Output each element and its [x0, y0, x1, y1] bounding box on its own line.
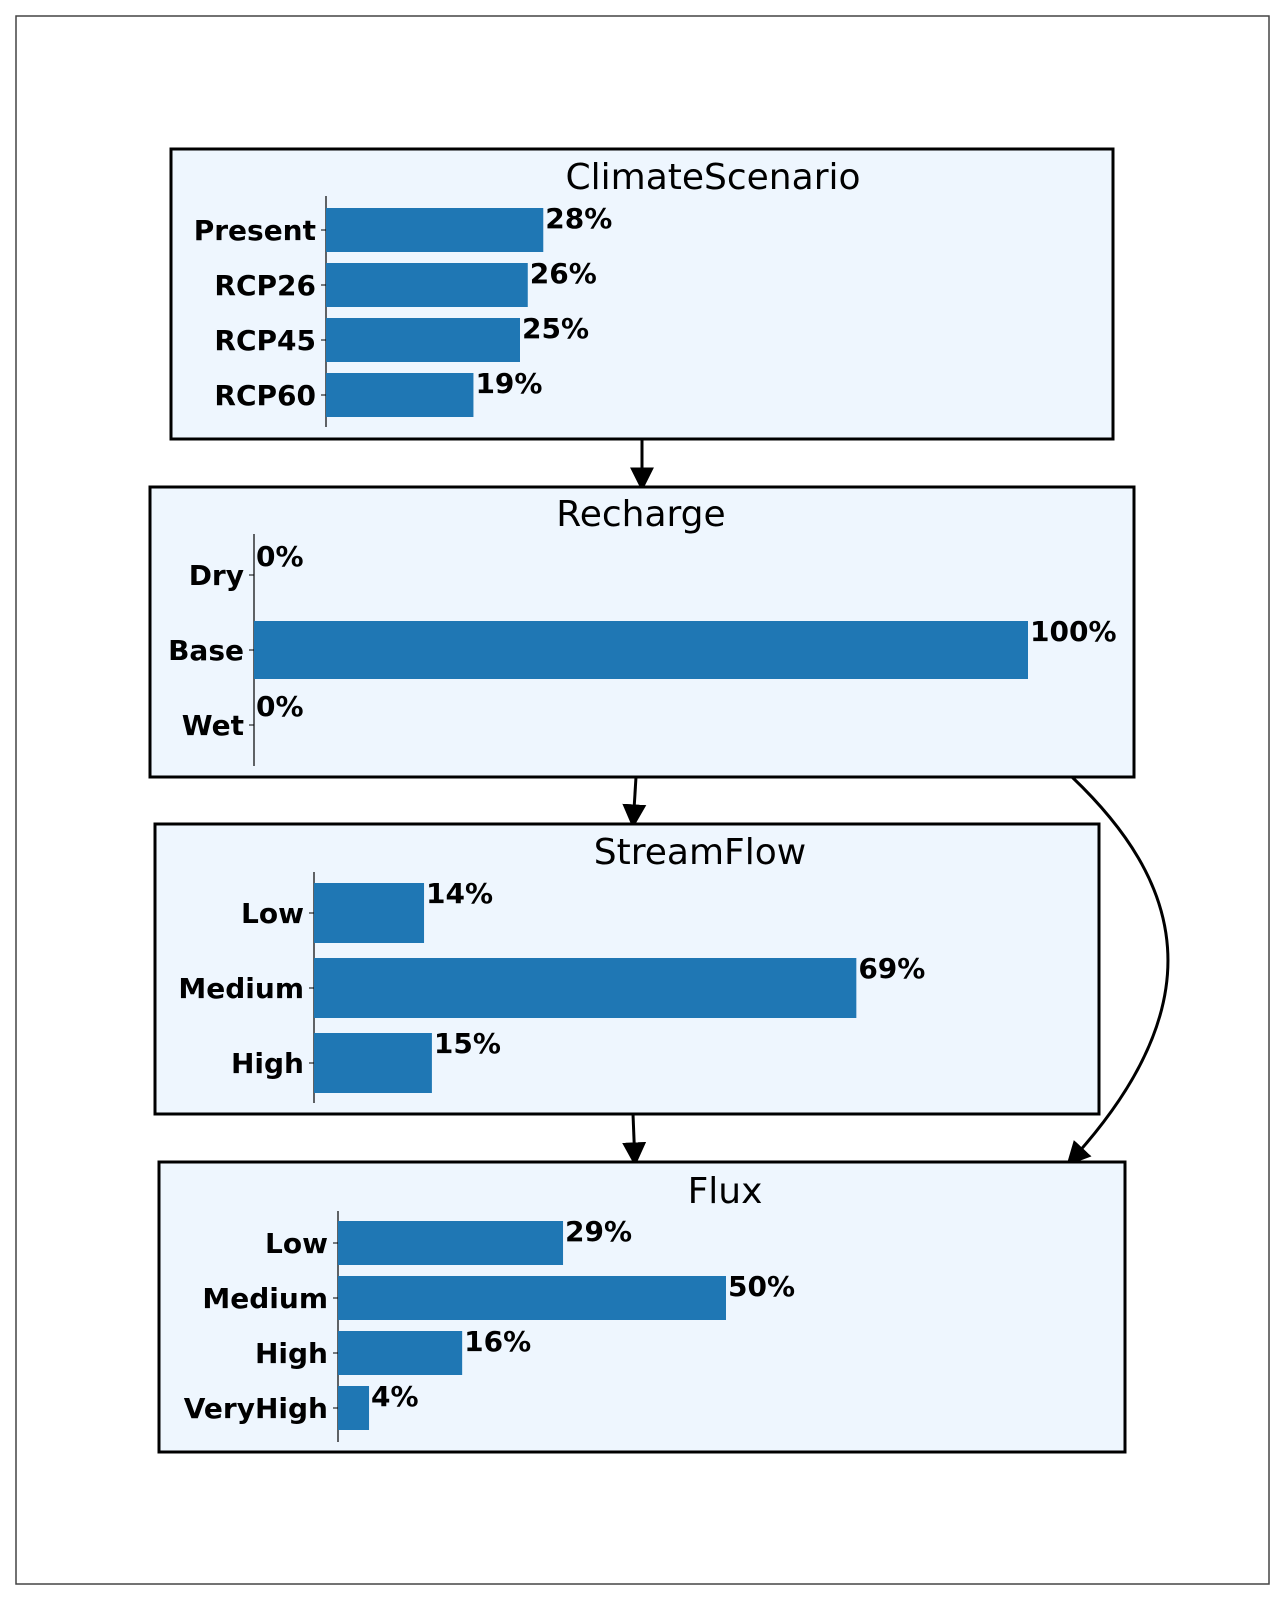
value-label: 100%: [1030, 615, 1117, 648]
state-label: RCP26: [214, 269, 316, 302]
bar-flux-high: [338, 1331, 463, 1375]
value-label: 0%: [256, 540, 304, 573]
bar-streamflow-low: [314, 883, 425, 943]
state-label: RCP60: [214, 379, 316, 412]
state-label: Low: [265, 1227, 328, 1260]
bar-flux-medium: [338, 1276, 726, 1320]
value-label: 25%: [522, 312, 589, 345]
value-label: 16%: [464, 1325, 531, 1358]
edge-recharge-to-flux: [1066, 775, 1170, 1166]
bar-climate-rcp26: [326, 263, 528, 307]
node-title: StreamFlow: [594, 832, 806, 873]
state-label: Low: [241, 897, 304, 930]
node-streamflow: StreamFlow Low 14% Medium 69% High 15%: [153, 822, 1101, 1116]
state-label: RCP45: [214, 324, 316, 357]
edge-recharge-to-streamflow: [622, 776, 647, 829]
state-label: Dry: [189, 559, 244, 592]
value-label: 26%: [530, 257, 597, 290]
outer-frame: [15, 15, 1270, 1585]
node-title: ClimateScenario: [565, 157, 860, 198]
bar-climate-present: [326, 208, 544, 252]
state-label: Present: [194, 214, 316, 247]
state-label: Base: [168, 634, 244, 667]
edge-streamflow-to-flux: [622, 1113, 647, 1167]
state-label: Medium: [202, 1282, 328, 1315]
state-label: High: [231, 1047, 304, 1080]
bar-climate-rcp45: [326, 318, 520, 362]
node-title: Flux: [688, 1171, 763, 1212]
state-label: High: [255, 1337, 328, 1370]
node-recharge: Recharge Dry 0% Base 100% Wet 0%: [148, 485, 1136, 779]
state-label: Wet: [182, 709, 244, 742]
nodes-layer: ClimateScenario Present 28% RCP26 26% RCP45 25…: [148, 147, 1136, 1454]
node-title: Recharge: [556, 494, 725, 535]
value-label: 14%: [426, 877, 493, 910]
value-label: 69%: [858, 952, 925, 985]
bar-recharge-base: [254, 621, 1028, 679]
bar-streamflow-medium: [314, 958, 857, 1018]
value-label: 15%: [434, 1027, 501, 1060]
value-label: 0%: [256, 690, 304, 723]
edges-layer: [622, 439, 1170, 1167]
node-flux: Flux Low 29% Medium 50% High 16% VeryHigh 4%: [157, 1160, 1127, 1454]
node-climate: ClimateScenario Present 28% RCP26 26% RCP45 25…: [169, 147, 1115, 441]
value-label: 19%: [475, 367, 542, 400]
state-label: Medium: [178, 972, 304, 1005]
bar-climate-rcp60: [326, 373, 474, 417]
value-label: 29%: [565, 1215, 632, 1248]
bar-flux-low: [338, 1221, 564, 1265]
value-label: 50%: [728, 1270, 795, 1303]
state-label: VeryHigh: [184, 1392, 328, 1425]
bar-streamflow-high: [314, 1033, 432, 1093]
bar-flux-veryhigh: [338, 1386, 370, 1430]
value-label: 28%: [545, 202, 612, 235]
value-label: 4%: [371, 1380, 419, 1413]
